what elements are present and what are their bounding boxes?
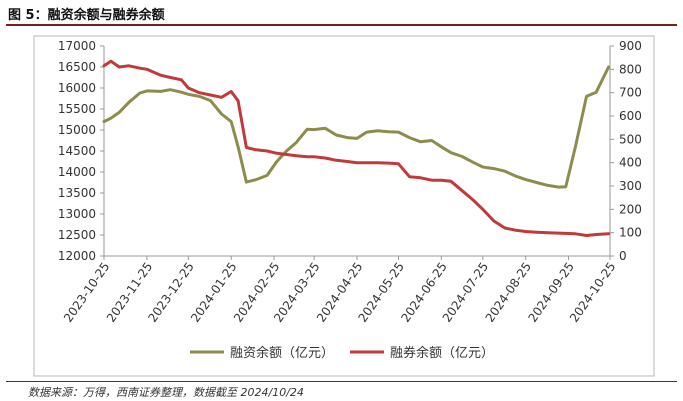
left-tick-label: 17000	[58, 39, 96, 53]
left-tick-label: 13000	[58, 207, 96, 221]
right-tick-label: 900	[619, 39, 642, 53]
right-tick-label: 700	[619, 86, 642, 100]
left-tick-label: 15000	[58, 123, 96, 137]
left-tick-label: 16000	[58, 81, 96, 95]
left-tick-label: 15500	[58, 102, 96, 116]
left-tick-label: 14500	[58, 144, 96, 158]
right-tick-label: 800	[619, 62, 642, 76]
right-tick-label: 200	[619, 202, 642, 216]
margin-financing-line	[102, 65, 611, 189]
left-tick-label: 13500	[58, 186, 96, 200]
left-tick-label: 12000	[58, 249, 96, 263]
series-lines	[102, 59, 611, 237]
source-note: 数据来源：万得，西南证券整理，数据截至 2024/10/24	[28, 386, 304, 399]
left-tick-label: 12500	[58, 228, 96, 242]
legend-label: 融券余额（亿元）	[390, 345, 494, 361]
plot-frame	[33, 35, 655, 377]
left-tick-label: 16500	[58, 60, 96, 74]
top-rule	[6, 24, 677, 26]
right-tick-label: 400	[619, 156, 642, 170]
legend-label: 融资余额（亿元）	[230, 345, 334, 361]
left-tick-label: 14000	[58, 165, 96, 179]
bottom-rule	[6, 381, 677, 382]
right-tick-label: 300	[619, 179, 642, 193]
securities-lending-line	[102, 59, 611, 237]
left-axis-ticks: 12000 12500 13000 13500 14000 14500 15000 15500…	[58, 39, 104, 263]
chart: 12000 12500 13000 13500 14000 14500 15000 15500…	[33, 35, 655, 377]
figure-title: 图 5：融资余额与融券余额	[8, 8, 165, 23]
right-tick-label: 500	[619, 132, 642, 146]
right-tick-label: 600	[619, 109, 642, 123]
right-axis-ticks: 0 100 200 300 400 500 600 700 800 900	[610, 39, 642, 263]
legend: 融资余额（亿元） 融券余额（亿元）	[190, 345, 494, 361]
x-axis-ticks: 2023-10-252023-11-252023-12-252024-01-25…	[61, 256, 618, 325]
right-tick-label: 0	[619, 249, 627, 263]
right-tick-label: 100	[619, 226, 642, 240]
